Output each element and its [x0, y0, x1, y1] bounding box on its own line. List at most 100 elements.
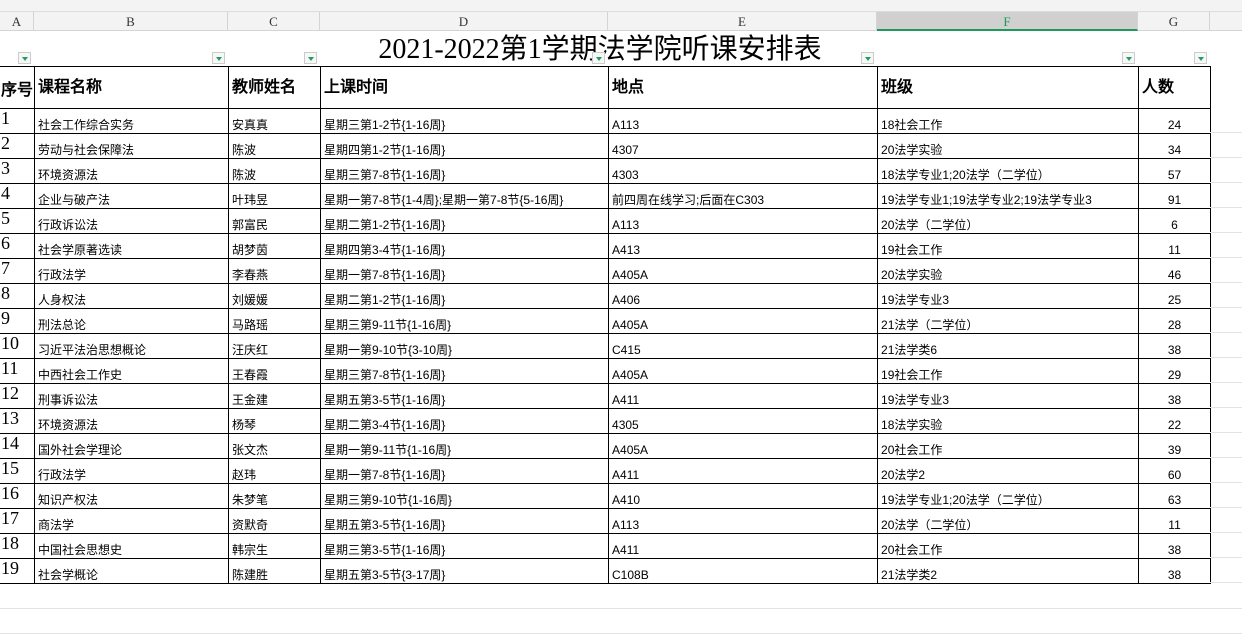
cell-count[interactable]: 11 — [1138, 233, 1212, 259]
cell-teacher[interactable]: 王金建 — [228, 383, 322, 409]
cell-class[interactable]: 19法学专业3 — [877, 383, 1140, 409]
filter-dropdown-icon[interactable] — [861, 52, 874, 64]
cell-count[interactable]: 39 — [1138, 433, 1212, 459]
cell-time[interactable]: 星期五第3-5节{1-16周} — [320, 383, 610, 409]
header-course[interactable]: 课程名称 — [34, 66, 230, 109]
cell-class[interactable]: 19社会工作 — [877, 233, 1140, 259]
cell-class[interactable]: 20法学2 — [877, 458, 1140, 484]
cell-location[interactable]: C108B — [608, 558, 879, 584]
cell-seq[interactable]: 2 — [0, 133, 36, 159]
column-header-f[interactable]: F — [877, 12, 1138, 31]
cell-count[interactable]: 38 — [1138, 383, 1212, 409]
cell-seq[interactable]: 15 — [0, 458, 36, 484]
cell-location[interactable]: 4303 — [608, 158, 879, 184]
cell-seq[interactable]: 9 — [0, 308, 36, 334]
cell-course[interactable]: 人身权法 — [34, 283, 230, 309]
cell-location[interactable]: A411 — [608, 533, 879, 559]
cell-teacher[interactable]: 李春燕 — [228, 258, 322, 284]
cell-class[interactable]: 20社会工作 — [877, 533, 1140, 559]
cell-class[interactable]: 19法学专业1;20法学（二学位） — [877, 483, 1140, 509]
cell-count[interactable]: 22 — [1138, 408, 1212, 434]
cell-course[interactable]: 行政法学 — [34, 458, 230, 484]
cell-teacher[interactable]: 陈波 — [228, 133, 322, 159]
cell-teacher[interactable]: 王春霞 — [228, 358, 322, 384]
cell-teacher[interactable]: 叶玮昱 — [228, 183, 322, 209]
cell-course[interactable]: 中西社会工作史 — [34, 358, 230, 384]
cell-course[interactable]: 社会工作综合实务 — [34, 108, 230, 134]
cell-time[interactable]: 星期三第1-2节{1-16周} — [320, 108, 610, 134]
cell-time[interactable]: 星期四第1-2节{1-16周} — [320, 133, 610, 159]
cell-time[interactable]: 星期一第7-8节{1-16周} — [320, 458, 610, 484]
cell-time[interactable]: 星期一第7-8节{1-16周} — [320, 258, 610, 284]
cell-seq[interactable]: 3 — [0, 158, 36, 184]
cell-class[interactable]: 19法学专业3 — [877, 283, 1140, 309]
header-class[interactable]: 班级 — [877, 66, 1140, 109]
cell-count[interactable]: 46 — [1138, 258, 1212, 284]
cell-location[interactable]: A406 — [608, 283, 879, 309]
cell-teacher[interactable]: 刘媛媛 — [228, 283, 322, 309]
cell-location[interactable]: A405A — [608, 433, 879, 459]
cell-course[interactable]: 行政法学 — [34, 258, 230, 284]
filter-dropdown-icon[interactable] — [212, 52, 225, 64]
column-header-a[interactable]: A — [0, 12, 34, 31]
cell-time[interactable]: 星期一第9-10节{3-10周} — [320, 333, 610, 359]
cell-seq[interactable]: 16 — [0, 483, 36, 509]
cell-location[interactable]: A411 — [608, 383, 879, 409]
cell-seq[interactable]: 19 — [0, 558, 36, 584]
cell-course[interactable]: 环境资源法 — [34, 408, 230, 434]
cell-time[interactable]: 星期四第3-4节{1-16周} — [320, 233, 610, 259]
column-header-d[interactable]: D — [320, 12, 608, 31]
cell-teacher[interactable]: 杨琴 — [228, 408, 322, 434]
cell-seq[interactable]: 1 — [0, 108, 36, 134]
cell-teacher[interactable]: 朱梦笔 — [228, 483, 322, 509]
column-header-c[interactable]: C — [228, 12, 320, 31]
cell-time[interactable]: 星期三第7-8节{1-16周} — [320, 358, 610, 384]
cell-location[interactable]: C415 — [608, 333, 879, 359]
cell-location[interactable]: 4307 — [608, 133, 879, 159]
cell-teacher[interactable]: 陈波 — [228, 158, 322, 184]
cell-seq[interactable]: 6 — [0, 233, 36, 259]
cell-count[interactable]: 60 — [1138, 458, 1212, 484]
cell-count[interactable]: 57 — [1138, 158, 1212, 184]
cell-location[interactable]: A405A — [608, 308, 879, 334]
cell-course[interactable]: 习近平法治思想概论 — [34, 333, 230, 359]
cell-teacher[interactable]: 赵玮 — [228, 458, 322, 484]
cell-class[interactable]: 18社会工作 — [877, 108, 1140, 134]
cell-course[interactable]: 中国社会思想史 — [34, 533, 230, 559]
filter-dropdown-icon[interactable] — [1194, 52, 1207, 64]
cell-location[interactable]: A113 — [608, 508, 879, 534]
cell-location[interactable]: A113 — [608, 108, 879, 134]
cell-class[interactable]: 20社会工作 — [877, 433, 1140, 459]
cell-seq[interactable]: 7 — [0, 258, 36, 284]
cell-seq[interactable]: 13 — [0, 408, 36, 434]
header-location[interactable]: 地点 — [608, 66, 879, 109]
column-header-b[interactable]: B — [34, 12, 228, 31]
cell-class[interactable]: 21法学类2 — [877, 558, 1140, 584]
cell-course[interactable]: 社会学概论 — [34, 558, 230, 584]
cell-time[interactable]: 星期三第9-10节{1-16周} — [320, 483, 610, 509]
cell-time[interactable]: 星期一第7-8节{1-4周};星期一第7-8节{5-16周} — [320, 183, 610, 209]
cell-time[interactable]: 星期二第1-2节{1-16周} — [320, 208, 610, 234]
cell-seq[interactable]: 4 — [0, 183, 36, 209]
cell-course[interactable]: 环境资源法 — [34, 158, 230, 184]
cell-seq[interactable]: 12 — [0, 383, 36, 409]
column-header-e[interactable]: E — [608, 12, 877, 31]
header-teacher[interactable]: 教师姓名 — [228, 66, 322, 109]
cell-teacher[interactable]: 马路瑶 — [228, 308, 322, 334]
cell-teacher[interactable]: 张文杰 — [228, 433, 322, 459]
cell-class[interactable]: 20法学实验 — [877, 258, 1140, 284]
cell-teacher[interactable]: 韩宗生 — [228, 533, 322, 559]
cell-count[interactable]: 11 — [1138, 508, 1212, 534]
cell-count[interactable]: 34 — [1138, 133, 1212, 159]
cell-course[interactable]: 社会学原著选读 — [34, 233, 230, 259]
column-header-g[interactable]: G — [1138, 12, 1210, 31]
cell-class[interactable]: 19社会工作 — [877, 358, 1140, 384]
cell-time[interactable]: 星期三第3-5节{1-16周} — [320, 533, 610, 559]
filter-dropdown-icon[interactable] — [304, 52, 317, 64]
cell-seq[interactable]: 11 — [0, 358, 36, 384]
cell-time[interactable]: 星期五第3-5节{1-16周} — [320, 508, 610, 534]
cell-location[interactable]: A411 — [608, 458, 879, 484]
cell-seq[interactable]: 10 — [0, 333, 36, 359]
cell-class[interactable]: 20法学实验 — [877, 133, 1140, 159]
cell-seq[interactable]: 17 — [0, 508, 36, 534]
